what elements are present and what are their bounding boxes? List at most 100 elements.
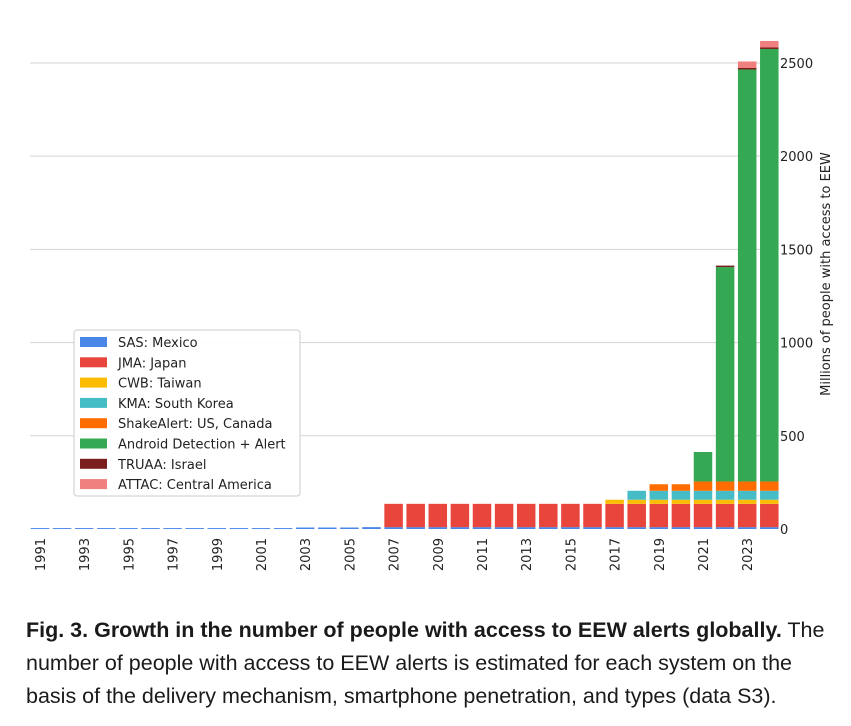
legend-swatch xyxy=(80,377,107,388)
bar-2018-sas xyxy=(627,527,646,529)
bar-2000-sas xyxy=(229,528,249,529)
bar-2016-sas xyxy=(583,527,602,529)
x-tick-label: 2011 xyxy=(476,538,491,571)
x-tick-label: 2021 xyxy=(697,538,712,571)
legend-swatch xyxy=(80,337,107,347)
bar-2013-jma xyxy=(516,503,536,528)
bar-2023-jma xyxy=(737,503,757,528)
bar-1996-sas xyxy=(141,528,160,529)
legend-label: JMA: Japan xyxy=(117,356,187,371)
legend-label: ATTAC: Central America xyxy=(118,478,272,493)
bar-2024-shakealert xyxy=(760,481,779,491)
bar-2021-sas xyxy=(693,527,713,529)
x-tick-label: 2023 xyxy=(741,538,756,571)
bar-1994-sas xyxy=(97,528,116,529)
bar-2023-kma xyxy=(737,490,757,500)
legend-swatch xyxy=(80,397,107,408)
bar-2002-sas xyxy=(273,528,293,529)
y-tick-label: 2500 xyxy=(780,57,813,72)
bar-2013-sas xyxy=(516,527,536,529)
bar-2024-kma xyxy=(760,490,779,500)
bar-2008-jma xyxy=(406,503,425,528)
bar-2001-sas xyxy=(251,528,271,529)
x-tick-label: 2017 xyxy=(609,538,624,571)
x-tick-label: 1999 xyxy=(211,538,226,571)
bar-2021-jma xyxy=(693,503,713,528)
bar-2022-sas xyxy=(715,527,735,529)
x-tick-label: 2005 xyxy=(343,538,358,571)
y-axis-label: Millions of people with access to EEW xyxy=(819,152,834,396)
bar-2015-jma xyxy=(561,503,580,528)
bar-2017-sas xyxy=(605,527,624,529)
legend-swatch xyxy=(80,418,107,429)
bar-2022-truaa xyxy=(715,265,735,268)
bar-2019-jma xyxy=(649,503,669,528)
x-tick-label: 2009 xyxy=(432,538,447,571)
bar-2021-kma xyxy=(693,490,713,500)
bar-2023-truaa xyxy=(737,67,757,70)
legend: SAS: Mexico JMA: Japan CWB: Taiwan KMA: Sou… xyxy=(73,329,301,497)
x-tick-label: 2001 xyxy=(255,538,270,571)
y-tick-labels: 0 500 1000 1500 2000 2500 xyxy=(780,57,813,538)
bar-2020-shakealert xyxy=(671,484,691,491)
bar-2009-jma xyxy=(428,503,448,528)
bar-2017-cwb xyxy=(605,499,624,504)
bar-1991-sas xyxy=(30,528,50,529)
x-tick-label: 2007 xyxy=(388,538,403,571)
bar-2014-sas xyxy=(539,527,558,529)
x-tick-label: 2003 xyxy=(299,538,314,571)
bar-2005-sas xyxy=(340,527,359,529)
bar-2007-sas xyxy=(384,527,403,529)
bar-2020-cwb xyxy=(671,499,691,504)
x-tick-label: 1997 xyxy=(167,538,182,571)
y-tick-label: 1500 xyxy=(780,243,813,258)
bar-2021-android-detection-alert xyxy=(693,452,713,482)
legend-frame xyxy=(73,329,301,497)
bar-2010-sas xyxy=(450,527,470,529)
bar-2003-sas xyxy=(295,527,315,529)
legend-swatch xyxy=(80,458,107,469)
bar-2021-shakealert xyxy=(693,481,713,491)
bar-2024-cwb xyxy=(760,499,779,504)
y-tick-label: 500 xyxy=(780,430,805,445)
bar-2019-cwb xyxy=(649,499,669,504)
bar-2024-jma xyxy=(760,503,779,528)
legend-label: CWB: Taiwan xyxy=(118,377,202,392)
bar-2019-sas xyxy=(649,527,669,529)
bar-2017-jma xyxy=(605,503,624,528)
x-tick-label: 1995 xyxy=(122,538,137,571)
bar-2018-jma xyxy=(627,503,646,528)
x-tick-label: 1991 xyxy=(34,538,49,571)
legend-label: ShakeAlert: US, Canada xyxy=(118,417,272,432)
bar-2022-cwb xyxy=(715,499,735,504)
x-tick-label: 1993 xyxy=(78,538,93,571)
bar-2022-jma xyxy=(715,503,735,528)
bar-2009-sas xyxy=(428,527,448,529)
bar-2014-jma xyxy=(539,503,558,528)
bar-2011-sas xyxy=(472,527,492,529)
legend-label: KMA: South Korea xyxy=(118,397,234,412)
y-tick-label: 2000 xyxy=(780,150,813,165)
bar-2023-sas xyxy=(737,527,757,529)
x-tick-label: 2015 xyxy=(564,538,579,571)
bar-2015-sas xyxy=(561,527,580,529)
caption-body: The number of people with access to EEW … xyxy=(26,618,825,708)
legend-label: SAS: Mexico xyxy=(118,336,198,351)
bar-2006-sas xyxy=(362,527,381,529)
bar-1998-sas xyxy=(185,528,204,529)
bar-2012-sas xyxy=(494,527,514,529)
bar-2022-android-detection-alert xyxy=(715,267,735,482)
bar-1997-sas xyxy=(163,528,182,529)
bar-2012-jma xyxy=(494,503,514,528)
caption-title: Fig. 3. Growth in the number of people w… xyxy=(26,618,782,642)
bar-2022-kma xyxy=(715,490,735,500)
bar-2024-sas xyxy=(760,527,779,529)
bar-2023-attac xyxy=(737,61,757,68)
bar-2019-shakealert xyxy=(649,484,669,491)
bar-2021-cwb xyxy=(693,499,713,504)
bar-2020-jma xyxy=(671,503,691,528)
legend-swatch xyxy=(80,479,107,490)
bar-1995-sas xyxy=(119,528,138,529)
bar-2024-android-detection-alert xyxy=(760,48,779,482)
